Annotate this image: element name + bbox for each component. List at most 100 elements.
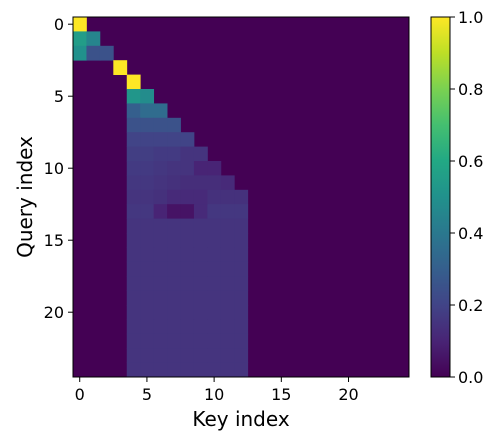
heatmap-cell <box>167 276 181 291</box>
heatmap-cell <box>126 261 141 277</box>
heatmap-cell <box>140 319 155 335</box>
heatmap-cell <box>153 290 168 306</box>
heatmap-cell <box>140 276 155 291</box>
y-axis-ticks: 0 5 10 15 20 <box>44 15 73 322</box>
heatmap-cell <box>193 247 208 263</box>
heatmap-cell <box>167 319 181 335</box>
x-tick-label: 15 <box>271 385 291 404</box>
heatmap-cell <box>126 189 141 205</box>
heatmap-cell <box>153 189 168 205</box>
colorbar-tick-label: 0.2 <box>458 296 483 315</box>
heatmap-cell <box>167 161 181 176</box>
heatmap-cell <box>180 218 195 234</box>
heatmap-cell <box>180 189 195 205</box>
heatmap-cell <box>207 204 222 219</box>
x-tick-label: 5 <box>142 385 152 404</box>
heatmap-cell <box>167 189 181 205</box>
heatmap-cell <box>220 218 235 234</box>
heatmap-cell <box>140 146 155 162</box>
heatmap-cell <box>153 333 168 349</box>
heatmap-cell <box>193 218 208 234</box>
heatmap-cell <box>220 319 235 335</box>
heatmap-cell <box>153 362 168 378</box>
colorbar-tick-label: 0.4 <box>458 224 483 243</box>
heatmap-cell <box>153 319 168 335</box>
heatmap-cell <box>193 276 208 291</box>
heatmap-cell <box>167 233 181 248</box>
heatmap-cell <box>140 175 155 191</box>
heatmap-cell <box>220 189 235 205</box>
heatmap-cell <box>153 218 168 234</box>
heatmap-cell <box>167 362 181 378</box>
heatmap-cell <box>193 319 208 335</box>
heatmap-cell <box>153 161 168 176</box>
heatmap-cell <box>234 319 249 335</box>
heatmap-cell <box>207 233 222 248</box>
heatmap-cell <box>126 290 141 306</box>
heatmap-cell <box>140 305 155 320</box>
heatmap-cell <box>220 276 235 291</box>
heatmap-cell <box>193 305 208 320</box>
heatmap-cell <box>167 333 181 349</box>
heatmap-cell <box>234 233 249 248</box>
heatmap-cell <box>180 348 195 363</box>
heatmap-cell <box>180 333 195 349</box>
heatmap-cell <box>73 45 87 61</box>
heatmap-cell <box>140 261 155 277</box>
colorbar-ticks: 0.0 0.2 0.4 0.6 0.8 1.0 <box>450 8 483 387</box>
heatmap-cell <box>140 103 155 119</box>
colorbar-tick-label: 1.0 <box>458 8 483 27</box>
colorbar-tick-label: 0.6 <box>458 152 483 171</box>
heatmap-cell <box>220 233 235 248</box>
heatmap-cell <box>140 218 155 234</box>
heatmap-cell <box>153 103 168 119</box>
heatmap-cell <box>180 290 195 306</box>
heatmap-cell <box>234 261 249 277</box>
heatmap-cell <box>180 261 195 277</box>
heatmap-cell <box>153 204 168 219</box>
plot-frame <box>72 16 410 378</box>
heatmap-cell <box>220 247 235 263</box>
heatmap-cell <box>73 17 87 32</box>
heatmap-cell <box>180 161 195 176</box>
y-tick-label: 5 <box>54 87 64 106</box>
heatmap-cell <box>207 362 222 378</box>
y-tick-label: 0 <box>54 15 64 34</box>
heatmap-cell <box>220 290 235 306</box>
heatmap-cell <box>126 276 141 291</box>
heatmap-cell <box>234 290 249 306</box>
heatmap-cell <box>220 204 235 219</box>
heatmap-cell <box>220 348 235 363</box>
heatmap-cell <box>140 204 155 219</box>
heatmap-cell <box>126 146 141 162</box>
heatmap-cell <box>180 146 195 162</box>
heatmap-cell <box>180 175 195 191</box>
heatmap-cell <box>153 348 168 363</box>
heatmap-cell <box>180 276 195 291</box>
heatmap-cell <box>140 247 155 263</box>
heatmap-cell <box>140 362 155 378</box>
heatmap-cell <box>207 290 222 306</box>
heatmap-cell <box>234 305 249 320</box>
x-tick-label: 20 <box>338 385 358 404</box>
heatmap-cells <box>73 17 409 378</box>
heatmap-cell <box>207 276 222 291</box>
heatmap-cell <box>86 31 101 47</box>
y-tick-label: 20 <box>44 303 64 322</box>
heatmap-cell <box>126 305 141 320</box>
heatmap-cell <box>193 233 208 248</box>
heatmap-cell <box>153 276 168 291</box>
heatmap-cell <box>153 175 168 191</box>
heatmap-cell <box>153 117 168 133</box>
y-tick-label: 15 <box>44 231 64 250</box>
y-tick-label: 10 <box>44 159 64 178</box>
heatmap-cell <box>234 348 249 363</box>
heatmap-cell <box>193 348 208 363</box>
x-tick-label: 0 <box>75 385 85 404</box>
heatmap-cell <box>153 305 168 320</box>
heatmap-cell <box>180 132 195 147</box>
heatmap-cell <box>126 319 141 335</box>
heatmap-cell <box>207 175 222 191</box>
